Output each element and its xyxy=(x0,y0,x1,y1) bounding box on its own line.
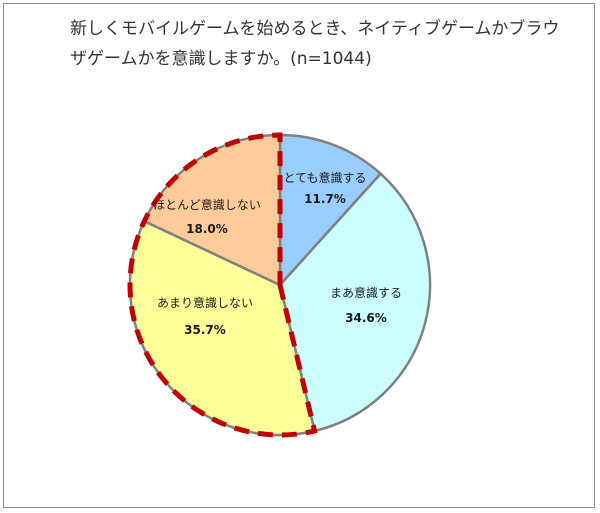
pie-slice-hardly-conscious xyxy=(143,133,282,287)
pie-slice-very-conscious xyxy=(278,133,382,287)
slice-value-hardly-conscious: 18.0% xyxy=(186,222,228,236)
slice-label-somewhat-conscious: まあ意識する xyxy=(330,285,402,300)
chart-title: 新しくモバイルゲームを始めるとき、ネイティブゲームかブラウザゲームかを意識します… xyxy=(70,19,560,69)
slice-label-very-conscious: とても意識する xyxy=(283,170,366,185)
slice-label-not-very-conscious: あまり意識しない xyxy=(157,295,253,310)
slice-value-very-conscious: 11.7% xyxy=(304,192,346,206)
slice-label-hardly-conscious: ほとんど意識しない xyxy=(153,197,261,212)
pie-slice-somewhat-conscious xyxy=(278,172,432,433)
slice-value-somewhat-conscious: 34.6% xyxy=(345,311,387,325)
slice-value-not-very-conscious: 35.7% xyxy=(184,323,226,337)
highlight-dashed-outline xyxy=(127,132,318,438)
